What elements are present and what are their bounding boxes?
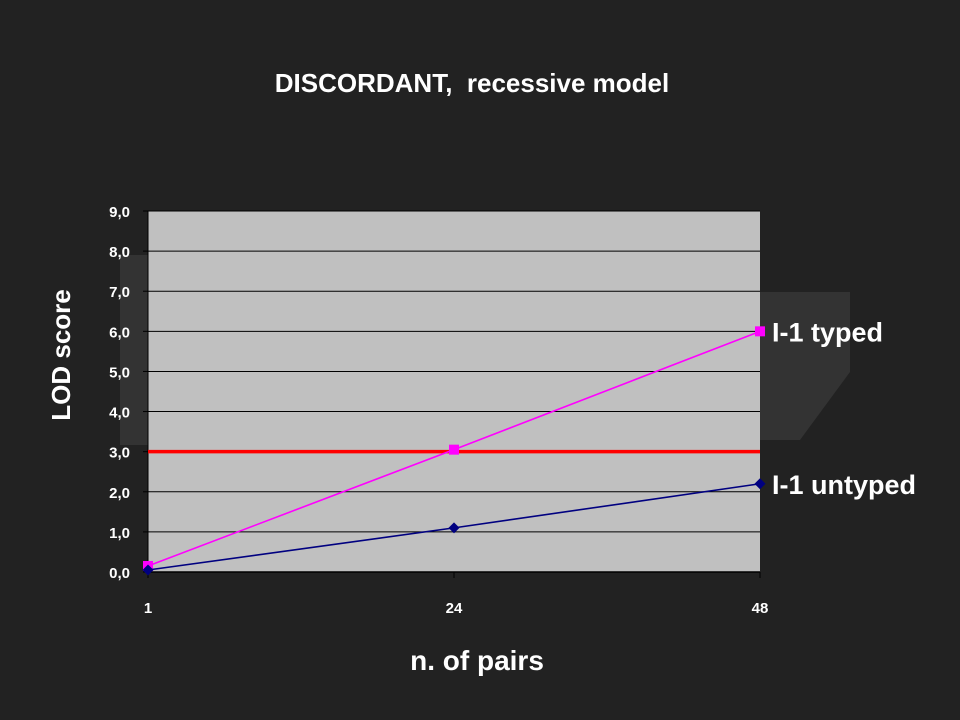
y-tick-label: 6,0 [109, 324, 130, 341]
plot-area [148, 211, 760, 572]
series-point-1 [755, 326, 765, 337]
background-shapes [120, 255, 850, 445]
y-tick-label: 9,0 [109, 204, 130, 221]
x-tick-label: 48 [752, 600, 769, 617]
y-tick-label: 5,0 [109, 364, 130, 381]
x-tick-label: 24 [446, 600, 463, 617]
tick-labels: 0,0 1,0 2,0 3,0 4,0 5,0 6,0 7,0 8,0 9,0 1 24 48 [109, 204, 768, 617]
series-labels: I-1 typed I-1 untyped [772, 317, 916, 499]
series-label-2: I-1 untyped [772, 470, 916, 500]
y-tick-label: 0,0 [109, 565, 130, 582]
background-shape [760, 372, 850, 440]
y-tick-label: 8,0 [109, 244, 130, 261]
series-group [142, 326, 766, 576]
series-point-2 [754, 478, 766, 490]
series-point-2 [142, 564, 154, 576]
y-tick-label: 1,0 [109, 525, 130, 542]
chart-title: DISCORDANT, recessive model [274, 68, 670, 98]
series-point-1 [449, 444, 459, 455]
background-shape [760, 292, 850, 372]
x-axis-label: n. of pairs [410, 645, 544, 676]
y-axis-label: LOD score [46, 289, 76, 421]
y-tick-label: 7,0 [109, 284, 130, 301]
series-point-2 [448, 522, 460, 534]
y-tick-label: 3,0 [109, 445, 130, 462]
x-tick-label: 1 [144, 600, 152, 617]
y-tick-label: 2,0 [109, 485, 130, 502]
series-label-1: I-1 typed [772, 317, 883, 347]
background-shape [120, 255, 148, 445]
y-tick-label: 4,0 [109, 405, 130, 422]
